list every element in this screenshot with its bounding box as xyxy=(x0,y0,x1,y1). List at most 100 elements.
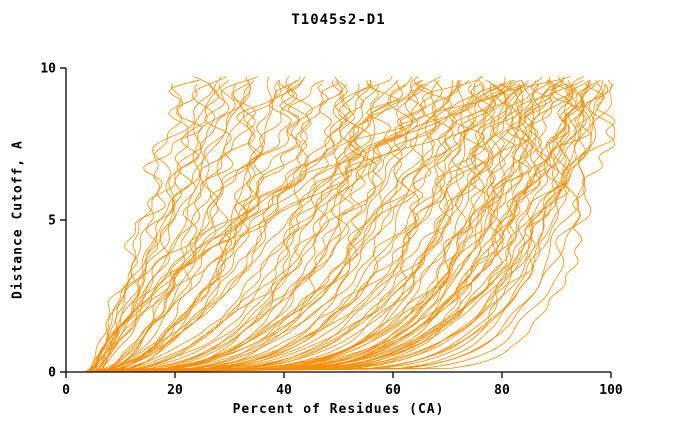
x-tick-label: 60 xyxy=(385,383,401,398)
model-curve xyxy=(104,76,393,373)
model-curve xyxy=(94,83,506,373)
model-curve xyxy=(107,83,495,373)
model-curve xyxy=(92,79,203,373)
model-curve xyxy=(95,76,256,373)
model-curve xyxy=(88,76,442,373)
model-curve xyxy=(92,76,298,373)
model-curve xyxy=(88,79,613,373)
model-curve xyxy=(88,76,214,373)
model-curve xyxy=(90,80,372,373)
model-curve xyxy=(99,76,564,373)
x-tick-label: 0 xyxy=(62,383,70,398)
model-curve xyxy=(85,79,452,373)
model-curve xyxy=(89,80,404,373)
model-curve xyxy=(97,83,427,373)
model-curve xyxy=(88,80,512,373)
model-curve xyxy=(106,79,470,373)
model-curve xyxy=(102,83,516,373)
model-curve xyxy=(90,83,183,373)
model-curve xyxy=(85,76,583,373)
model-curve xyxy=(110,76,413,373)
model-curve xyxy=(101,80,591,373)
model-curve xyxy=(86,79,280,373)
model-curve xyxy=(96,83,236,373)
model-curve xyxy=(95,79,398,373)
model-curve xyxy=(86,83,245,373)
model-curve xyxy=(90,79,440,373)
model-curve xyxy=(85,79,530,373)
model-curve xyxy=(106,83,519,373)
model-curve xyxy=(89,83,523,373)
model-curve xyxy=(98,83,200,373)
model-curve xyxy=(97,76,506,373)
y-tick-label: 10 xyxy=(40,62,56,77)
model-curve xyxy=(94,80,251,373)
model-curve xyxy=(95,76,572,372)
model-curve xyxy=(90,79,589,373)
model-curve xyxy=(87,83,485,373)
model-curve xyxy=(105,79,466,373)
model-curve xyxy=(87,79,507,373)
model-curve xyxy=(91,83,567,373)
model-curve xyxy=(92,83,598,373)
x-tick-label: 80 xyxy=(494,383,510,398)
model-curve xyxy=(87,83,379,373)
model-curve xyxy=(108,79,314,373)
model-curve xyxy=(102,79,324,373)
model-curve xyxy=(97,83,379,373)
model-curve xyxy=(84,80,302,373)
model-curve xyxy=(96,83,339,373)
model-curve xyxy=(100,83,481,373)
model-curve xyxy=(101,80,591,373)
model-curve xyxy=(89,83,495,373)
model-curve xyxy=(100,79,601,373)
x-tick-label: 40 xyxy=(276,383,292,398)
model-curve xyxy=(95,83,510,373)
model-curve xyxy=(111,83,571,373)
y-tick-label: 0 xyxy=(48,366,56,381)
model-curve xyxy=(93,76,227,373)
model-curve xyxy=(96,79,485,373)
model-curve xyxy=(91,79,604,373)
model-curve xyxy=(104,80,460,373)
model-curve xyxy=(97,79,524,373)
x-tick-label: 100 xyxy=(599,383,623,398)
model-curve xyxy=(90,79,460,373)
model-curve xyxy=(101,80,434,373)
model-curve xyxy=(86,76,348,373)
model-curve xyxy=(98,80,400,373)
model-curve xyxy=(97,83,614,373)
model-curve xyxy=(92,80,524,373)
model-curve xyxy=(96,83,421,373)
model-curve xyxy=(84,83,220,373)
x-tick-label: 20 xyxy=(167,383,183,398)
model-curve xyxy=(91,79,557,373)
model-curve xyxy=(89,80,372,373)
model-curve xyxy=(101,83,541,373)
model-curve xyxy=(91,83,576,373)
x-axis-label: Percent of Residues (CA) xyxy=(232,402,445,417)
model-curve xyxy=(89,83,424,373)
model-curve xyxy=(91,80,344,373)
chart-title: T1045s2-D1 xyxy=(291,12,386,28)
model-curve xyxy=(93,79,423,373)
model-curve xyxy=(93,80,574,373)
model-curve xyxy=(102,76,419,373)
model-curve xyxy=(100,79,585,373)
model-curve xyxy=(88,76,310,373)
model-curve xyxy=(107,83,606,373)
model-curve xyxy=(85,80,615,373)
model-curve xyxy=(107,80,302,373)
model-curve xyxy=(110,83,608,373)
model-curve xyxy=(91,76,483,373)
model-curve xyxy=(106,83,540,373)
y-tick-label: 5 xyxy=(48,214,56,229)
model-curve xyxy=(92,83,615,373)
model-curve xyxy=(95,79,551,373)
model-curve xyxy=(95,79,255,373)
model-curve xyxy=(89,79,521,373)
model-curve xyxy=(106,76,274,373)
model-curve xyxy=(86,83,589,373)
